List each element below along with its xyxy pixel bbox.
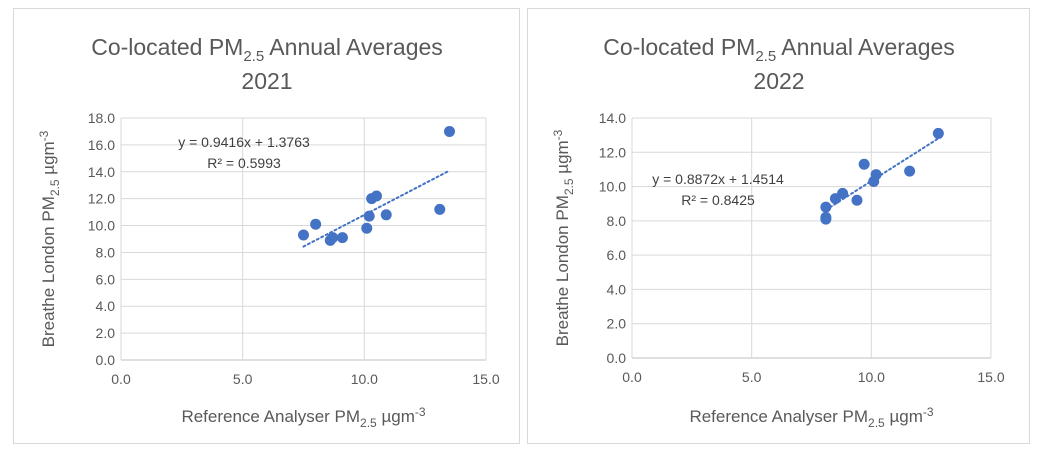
y-axis-label: Breathe London PM2.5 µgm-3	[37, 130, 62, 347]
r-squared-label: R² = 0.8425	[681, 192, 755, 208]
data-point	[361, 222, 373, 234]
y-tick-label: 10.0	[88, 218, 115, 234]
trendline	[302, 169, 451, 248]
data-point	[858, 158, 870, 170]
y-tick-label: 0.0	[96, 352, 116, 368]
chart-2021-panel: Co-located PM2.5 Annual Averages 2021 0.0 2…	[13, 8, 520, 444]
y-tick-label: 8.0	[96, 244, 116, 260]
trendline	[824, 137, 940, 211]
x-tick-label: 5.0	[742, 369, 762, 385]
y-tick-label: 4.0	[607, 281, 627, 297]
data-point	[870, 169, 882, 181]
scatter-chart-2022: Co-located PM2.5 Annual Averages 2022 0.0 2…	[551, 34, 1005, 430]
data-point	[820, 211, 832, 223]
y-tick-label: 12.0	[88, 191, 115, 207]
data-point	[434, 203, 446, 215]
y-tick-label: 6.0	[96, 271, 116, 287]
x-tick-label: 5.0	[233, 371, 253, 387]
data-point	[932, 127, 944, 139]
x-tick-label: 10.0	[858, 369, 885, 385]
data-point	[904, 165, 916, 177]
x-tick-label: 15.0	[977, 369, 1004, 385]
y-tick-label: 0.0	[607, 350, 627, 366]
y-tick-label: 16.0	[88, 137, 115, 153]
data-point	[336, 232, 348, 244]
scatter-chart-2021: Co-located PM2.5 Annual Averages 2021 0.0 2…	[37, 34, 500, 430]
data-point	[298, 229, 309, 241]
y-tick-label: 14.0	[599, 110, 626, 126]
trendline-equation: y = 0.8872x + 1.4514	[652, 171, 784, 187]
x-axis-label: Reference Analyser PM2.5 µgm-3	[181, 405, 425, 430]
y-tick-label: 4.0	[96, 298, 116, 314]
data-point	[837, 187, 849, 199]
data-point	[851, 194, 863, 206]
data-point	[363, 210, 375, 222]
y-tick-label: 2.0	[607, 316, 627, 332]
y-tick-label: 14.0	[88, 164, 115, 180]
y-tick-label: 2.0	[96, 325, 116, 341]
y-tick-label: 12.0	[599, 144, 626, 160]
data-point	[327, 232, 339, 244]
chart-title-year: 2021	[241, 68, 292, 94]
y-tick-label: 8.0	[607, 213, 627, 229]
x-tick-label: 0.0	[111, 371, 131, 387]
data-point	[380, 209, 392, 221]
y-tick-label: 10.0	[599, 179, 626, 195]
data-point	[371, 190, 382, 202]
x-tick-label: 0.0	[622, 369, 642, 385]
x-axis-label: Reference Analyser PM2.5 µgm-3	[689, 405, 933, 430]
data-point	[444, 125, 455, 137]
trendline-equation: y = 0.9416x + 1.3763	[178, 134, 310, 150]
data-point	[310, 218, 322, 230]
chart-title: Co-located PM2.5 Annual Averages	[603, 34, 955, 65]
x-tick-label: 15.0	[472, 371, 499, 387]
data-point	[820, 201, 832, 213]
chart-title-year: 2022	[753, 68, 804, 94]
chart-2022-panel: Co-located PM2.5 Annual Averages 2022 0.0 2…	[527, 8, 1030, 444]
r-squared-label: R² = 0.5993	[207, 155, 281, 171]
y-axis-label: Breathe London PM2.5 µgm-3	[551, 129, 576, 346]
x-tick-label: 10.0	[351, 371, 378, 387]
chart-title: Co-located PM2.5 Annual Averages	[91, 34, 443, 65]
y-tick-label: 18.0	[88, 110, 115, 126]
y-tick-label: 6.0	[607, 247, 627, 263]
